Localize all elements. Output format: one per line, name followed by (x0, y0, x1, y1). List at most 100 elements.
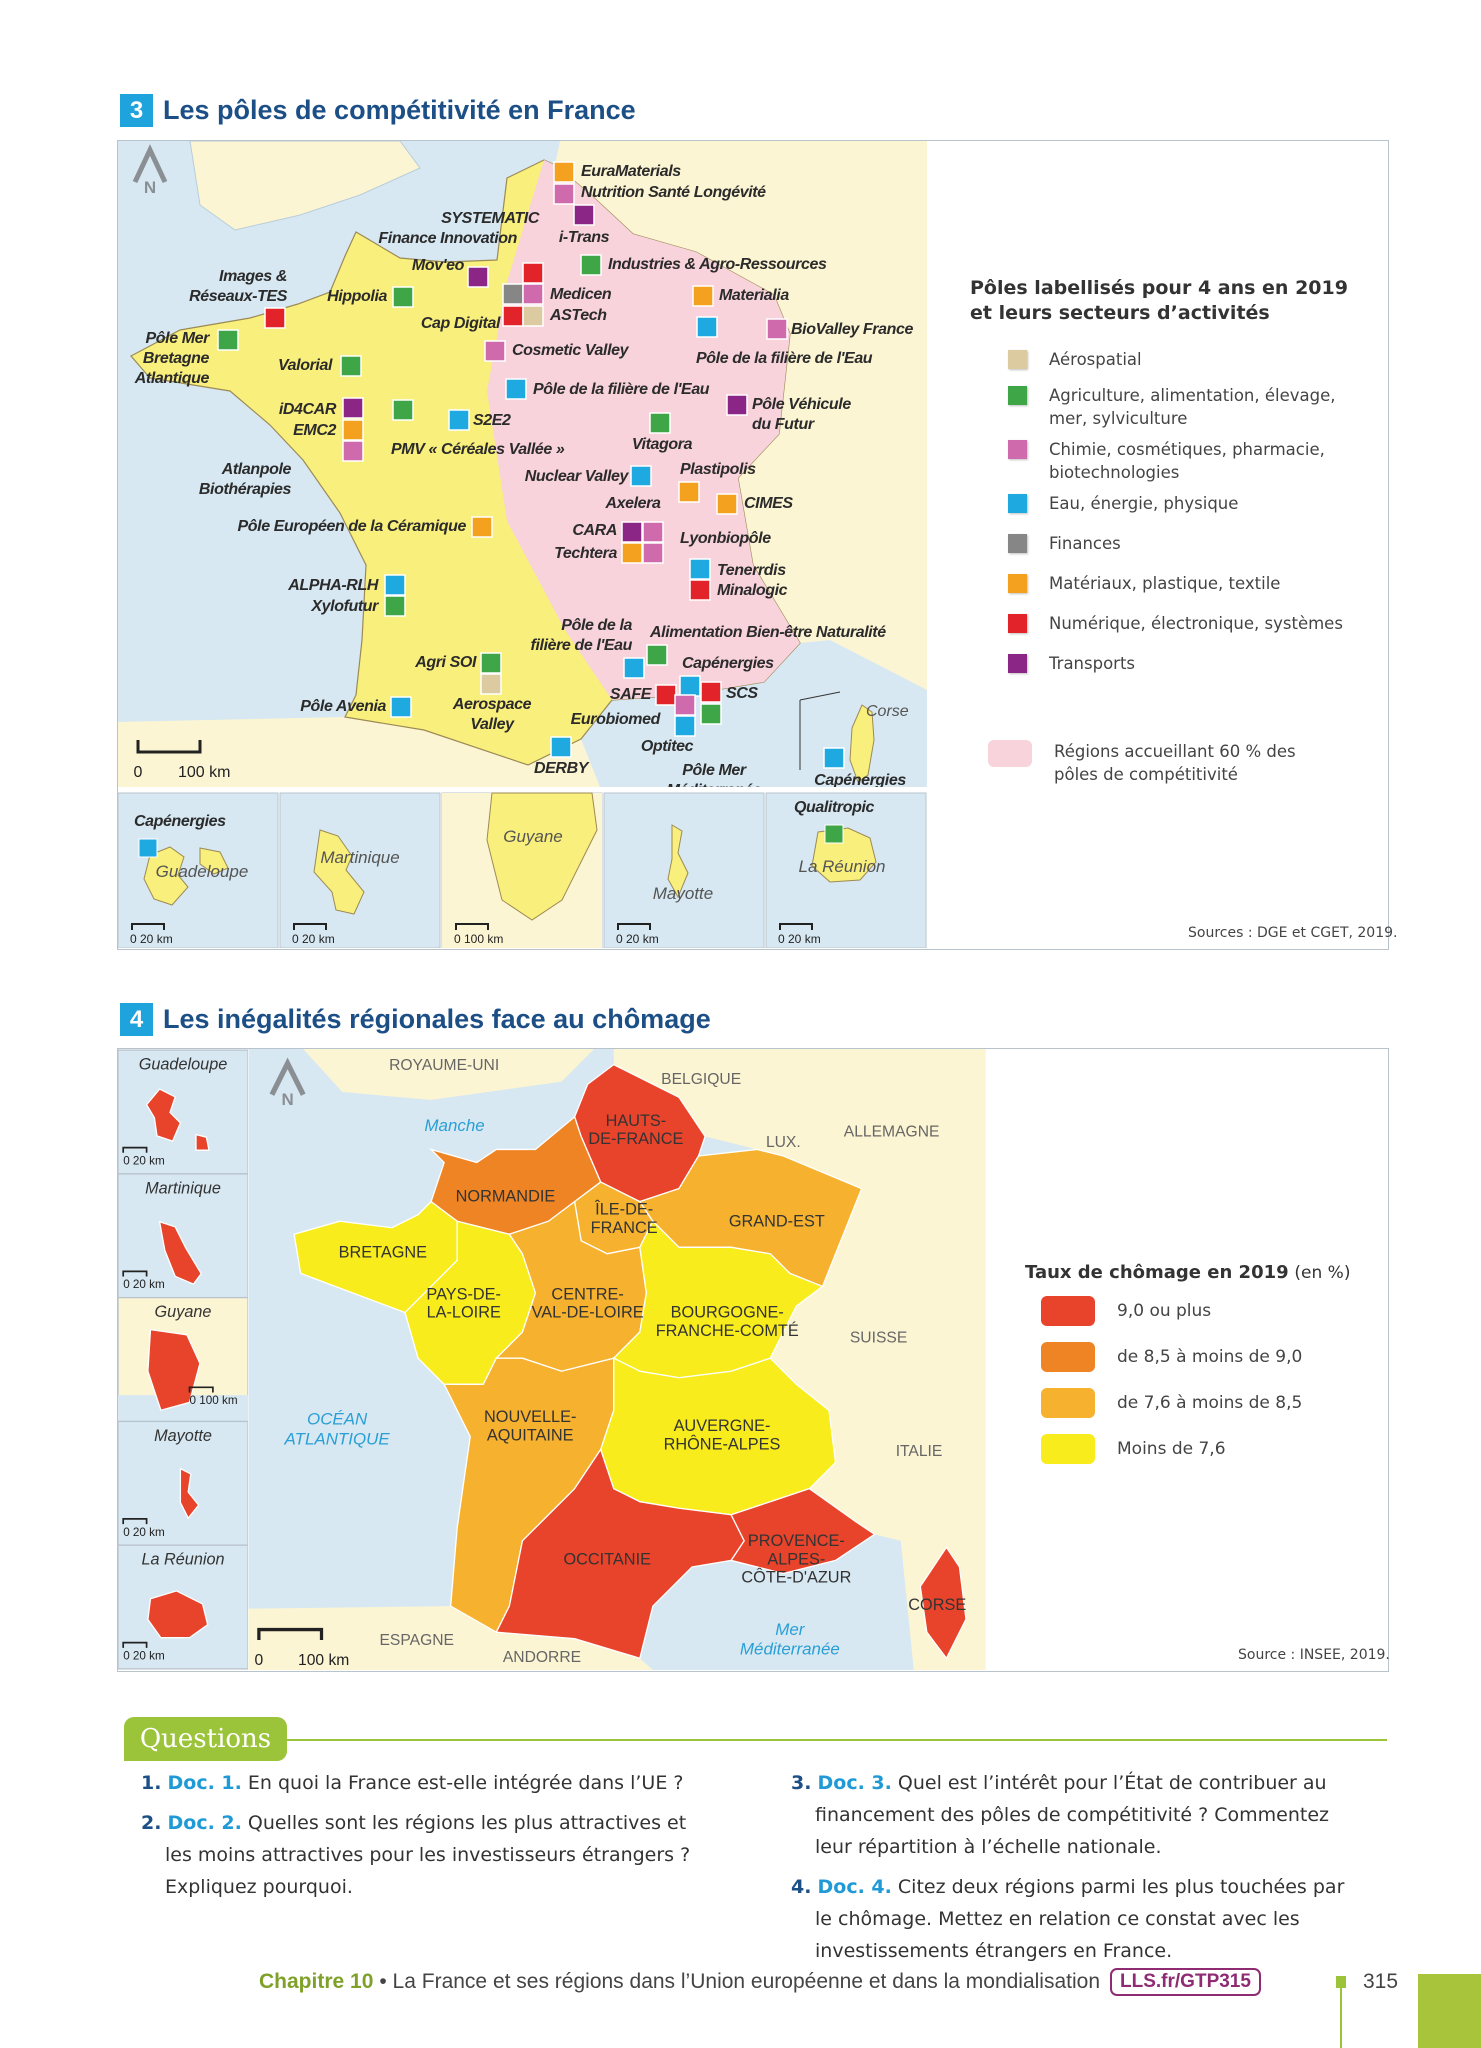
pole-square (674, 715, 696, 737)
pole-marker: Lyonbiopôle (642, 530, 772, 564)
legend-swatch (1008, 534, 1027, 553)
pole-label: Axelera (604, 495, 661, 512)
pole-square (553, 183, 575, 205)
doc-reference[interactable]: Doc. 4. (817, 1876, 892, 1898)
question-number: 1. (141, 1772, 162, 1794)
inset-name: Martinique (320, 848, 399, 867)
corse-island (849, 704, 875, 783)
pole-label: S2E2 (473, 412, 511, 429)
inset-name: La Réunion (799, 857, 886, 876)
pole-square (700, 703, 722, 725)
legend-item-fin: Finances (1008, 532, 1121, 555)
region-shape (612, 1220, 824, 1379)
pole-label: Pôle Mer (146, 330, 211, 347)
pole-label: Capénergies (134, 813, 226, 830)
legend-swatch (1008, 440, 1027, 459)
pole-label: Alimentation Bien-être Naturalité (649, 624, 886, 641)
question-text: Quel est l’intérêt pour l’État de contri… (815, 1772, 1329, 1858)
pole-label: Pôle Mer (682, 762, 747, 779)
pole-marker: Valorial (278, 355, 362, 377)
pole-label: Industries & Agro-Ressources (608, 256, 827, 273)
legend-swatch (1041, 1296, 1095, 1326)
pole-label: Valley (470, 716, 515, 733)
region-label: DE-FRANCE (588, 1130, 683, 1148)
pole-square (580, 254, 602, 276)
pole-marker: Pôle Mer Bretagne Atlantique (134, 329, 239, 387)
legend-swatch (1008, 386, 1027, 405)
question-item: 1. Doc. 1. En quoi la France est-elle in… (141, 1767, 711, 1799)
legend-label: Matériaux, plastique, textile (1049, 574, 1281, 593)
pole-label: Pôle Avenia (300, 698, 386, 715)
region-label: OCCITANIE (563, 1550, 651, 1568)
pole-marker: Finance Innovation (378, 230, 524, 305)
sea-label: Méditerranée (740, 1639, 840, 1658)
pole-marker: S2E2 (448, 409, 511, 431)
pole-label: SYSTEMATIC (441, 210, 540, 227)
scale-label: 100 km (178, 764, 230, 781)
pole-label: SAFE (610, 686, 653, 703)
inset-panel: La Réunion 0 20 km (118, 1544, 248, 1670)
pole-square (448, 409, 470, 431)
pole-square (573, 204, 595, 226)
pole-marker: EMC2 (293, 419, 364, 441)
pole-square (689, 579, 711, 601)
pole-square (689, 558, 711, 580)
doc-reference[interactable]: Doc. 3. (817, 1772, 892, 1794)
legend-item-c3: de 7,6 à moins de 8,5 (1041, 1388, 1302, 1418)
region-shape (919, 1546, 967, 1660)
pole-square (340, 355, 362, 377)
pole-label: Medicen (550, 286, 612, 303)
pole-label: EMC2 (293, 422, 336, 439)
region-label: ÎLE-DE- (594, 1200, 653, 1219)
pole-marker: Materialia (692, 285, 790, 307)
legend-item-chimie: Chimie, cosmétiques, pharmacie, biotechn… (1008, 438, 1349, 484)
chapter-title: • La France et ses régions dans l’Union … (379, 1970, 1101, 1993)
neighbours-land (613, 1049, 986, 1670)
pole-square (823, 747, 845, 769)
inset-scale: 0 20 km (123, 1650, 165, 1663)
pole-label: Atlantique (134, 370, 210, 387)
lls-link[interactable]: LLS.fr/GTP315 (1110, 1968, 1261, 1996)
doc4-title-text: Les inégalités régionales face au chômag… (163, 1004, 711, 1034)
footer-marker (1336, 1976, 1346, 1988)
pole-label: Bretagne (143, 350, 210, 367)
doc-reference[interactable]: Doc. 1. (167, 1772, 242, 1794)
pole-label: Materialia (719, 287, 789, 304)
pole-marker: SYSTEMATIC (441, 210, 544, 284)
pole-square (480, 652, 502, 674)
region-label: NOUVELLE- (484, 1408, 576, 1426)
pole-square (553, 161, 575, 183)
inset-panel: Guadeloupe 0 20 km Capénergies (118, 792, 279, 948)
legend-swatch (1041, 1434, 1095, 1464)
doc-reference[interactable]: Doc. 2. (167, 1812, 242, 1834)
chapter-label: Chapitre 10 (259, 1970, 374, 1993)
pole-square (700, 681, 722, 703)
page-footer: Chapitre 10 • La France et ses régions d… (259, 1968, 1261, 1996)
pole-square (505, 378, 527, 400)
pole-square (674, 694, 696, 716)
region-label: PROVENCE- (748, 1532, 845, 1550)
region-shape (730, 1487, 876, 1575)
region-label: AUVERGNE- (674, 1417, 771, 1435)
pole-square (642, 521, 664, 543)
pole-label: Biothérapies (199, 481, 292, 498)
legend-swatch (1008, 614, 1027, 633)
legend-swatch (1008, 494, 1027, 513)
pole-label: Pôle de la filière de l'Eau (533, 381, 710, 398)
country-label: ESPAGNE (380, 1632, 454, 1649)
scale-zero: 0 (255, 1652, 264, 1669)
corse-label: Corse (866, 703, 909, 720)
country-label: SUISSE (850, 1330, 907, 1347)
legend-swatch (988, 740, 1032, 767)
pole-square (342, 440, 364, 462)
legend-swatch (1008, 350, 1027, 369)
region-shape (495, 1448, 745, 1660)
region-label: RHÔNE-ALPES (664, 1435, 781, 1454)
legend-label: Numérique, électronique, systèmes (1049, 614, 1343, 633)
sea-label: Manche (424, 1116, 484, 1135)
legend-item-c1: 9,0 ou plus (1041, 1296, 1211, 1326)
pole-marker: Nuclear Valley (525, 465, 652, 487)
pole-marker: Pôle Véhicule du Futur (726, 394, 852, 433)
uk-land (189, 141, 421, 231)
legend-label: Transports (1049, 654, 1136, 673)
